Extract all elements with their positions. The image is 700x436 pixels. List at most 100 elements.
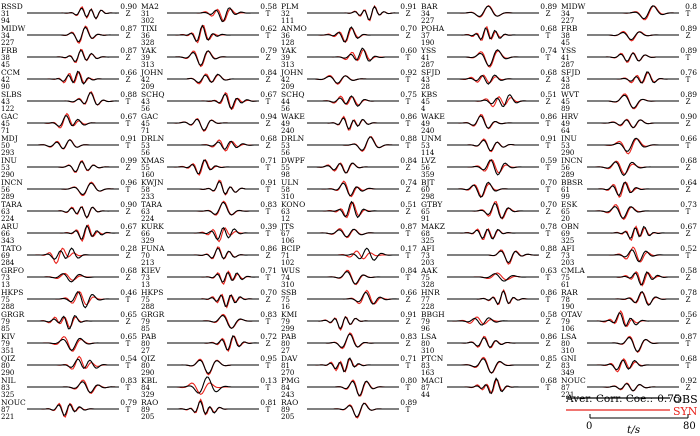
- observed-waveform: [447, 181, 539, 198]
- component-label: T: [546, 54, 551, 62]
- station-azimuth: 328: [141, 39, 154, 47]
- observed-waveform: [307, 316, 399, 330]
- station-name: KURK: [141, 222, 164, 231]
- synthetic-waveform: [307, 162, 399, 174]
- station-azimuth: 106: [281, 237, 295, 245]
- component-label: Z: [126, 252, 131, 260]
- station-azimuth: 228: [421, 303, 434, 311]
- correlation-coefficient: 0.99: [120, 156, 137, 165]
- synthetic-waveform: [307, 379, 399, 397]
- observed-waveform: [167, 227, 259, 241]
- station-distance: 31: [141, 10, 150, 18]
- observed-waveform: [27, 206, 119, 219]
- station-distance: 45: [1, 120, 10, 128]
- component-label: T: [266, 164, 271, 172]
- station-azimuth: 227: [1, 39, 14, 47]
- station-azimuth: 240: [281, 127, 294, 135]
- station-name: PAB: [281, 332, 297, 341]
- station-distance: 42: [281, 76, 290, 84]
- correlation-coefficient: 0.83: [260, 310, 277, 319]
- correlation-coefficient: 0.78: [540, 222, 557, 231]
- observed-waveform: [587, 206, 679, 219]
- station-azimuth: 290: [1, 171, 14, 179]
- station-distance: 87: [421, 384, 430, 392]
- station-azimuth: 310: [561, 347, 574, 355]
- observed-waveform: [167, 140, 259, 150]
- station-distance: 66: [1, 230, 10, 238]
- component-label: Z: [266, 142, 271, 150]
- correlation-coefficient: 0.85: [540, 354, 557, 363]
- station-distance: 81: [281, 362, 290, 370]
- component-label: Z: [406, 208, 411, 216]
- station-azimuth: 12: [281, 215, 290, 223]
- correlation-coefficient: 0.13: [260, 376, 277, 385]
- correlation-coefficient: 0.92: [400, 68, 417, 77]
- correlation-coefficient: 0.83: [400, 332, 417, 341]
- correlation-coefficient: 0.71: [260, 266, 277, 275]
- observed-waveform: [167, 201, 259, 216]
- station-name: HRV: [561, 112, 579, 121]
- station-distance: 53: [281, 142, 290, 150]
- station-distance: 42: [141, 76, 150, 84]
- component-label: T: [266, 186, 271, 194]
- observed-waveform: [27, 247, 119, 260]
- observed-waveform: [587, 312, 679, 328]
- component-label: T: [546, 296, 551, 304]
- correlation-coefficient: 0.90: [120, 2, 137, 11]
- observed-waveform: [587, 290, 679, 306]
- station-azimuth: 288: [1, 303, 14, 311]
- component-label: Z: [686, 120, 691, 128]
- observed-waveform: [167, 314, 259, 329]
- observed-waveform: [307, 75, 399, 84]
- correlation-coefficient: 0.67: [260, 90, 277, 99]
- station-name: GRGR: [141, 310, 165, 319]
- station-distance: 89: [281, 406, 290, 414]
- component-label: Z: [546, 362, 551, 370]
- correlation-coefficient: 0.76: [680, 68, 697, 77]
- correlation-coefficient: 0.71: [260, 156, 277, 165]
- observed-waveform: [307, 380, 399, 397]
- station-name: SSB: [281, 288, 297, 297]
- correlation-coefficient: 0.90: [120, 200, 137, 209]
- station-name: AFI: [420, 244, 435, 253]
- synthetic-waveform: [447, 113, 539, 130]
- synthetic-waveform: [587, 309, 679, 328]
- station-azimuth: 289: [1, 193, 14, 201]
- observed-waveform: [307, 136, 399, 152]
- station-azimuth: 310: [281, 193, 294, 201]
- observed-waveform: [447, 202, 539, 219]
- correlation-coefficient: 0.73: [680, 200, 697, 209]
- station-azimuth: 224: [141, 215, 155, 223]
- component-label: T: [546, 186, 551, 194]
- observed-waveform: [27, 381, 119, 394]
- station-name: PMG: [281, 376, 300, 385]
- correlation-coefficient: 0.94: [260, 112, 277, 121]
- correlation-coefficient: 0.51: [400, 200, 417, 209]
- component-label: Z: [406, 318, 411, 326]
- correlation-coefficient: 0.72: [260, 332, 277, 341]
- station-azimuth: 94: [1, 17, 10, 25]
- observed-waveform: [587, 337, 679, 353]
- station-distance: 79: [561, 318, 570, 326]
- station-distance: 49: [281, 120, 290, 128]
- station-distance: 75: [1, 296, 10, 304]
- observed-waveform: [27, 70, 119, 85]
- observed-waveform: [307, 247, 399, 261]
- component-label: T: [126, 98, 131, 106]
- station-name: NOUC: [1, 398, 26, 407]
- observed-waveform: [167, 334, 259, 351]
- correlation-coefficient: 0.68: [540, 68, 557, 77]
